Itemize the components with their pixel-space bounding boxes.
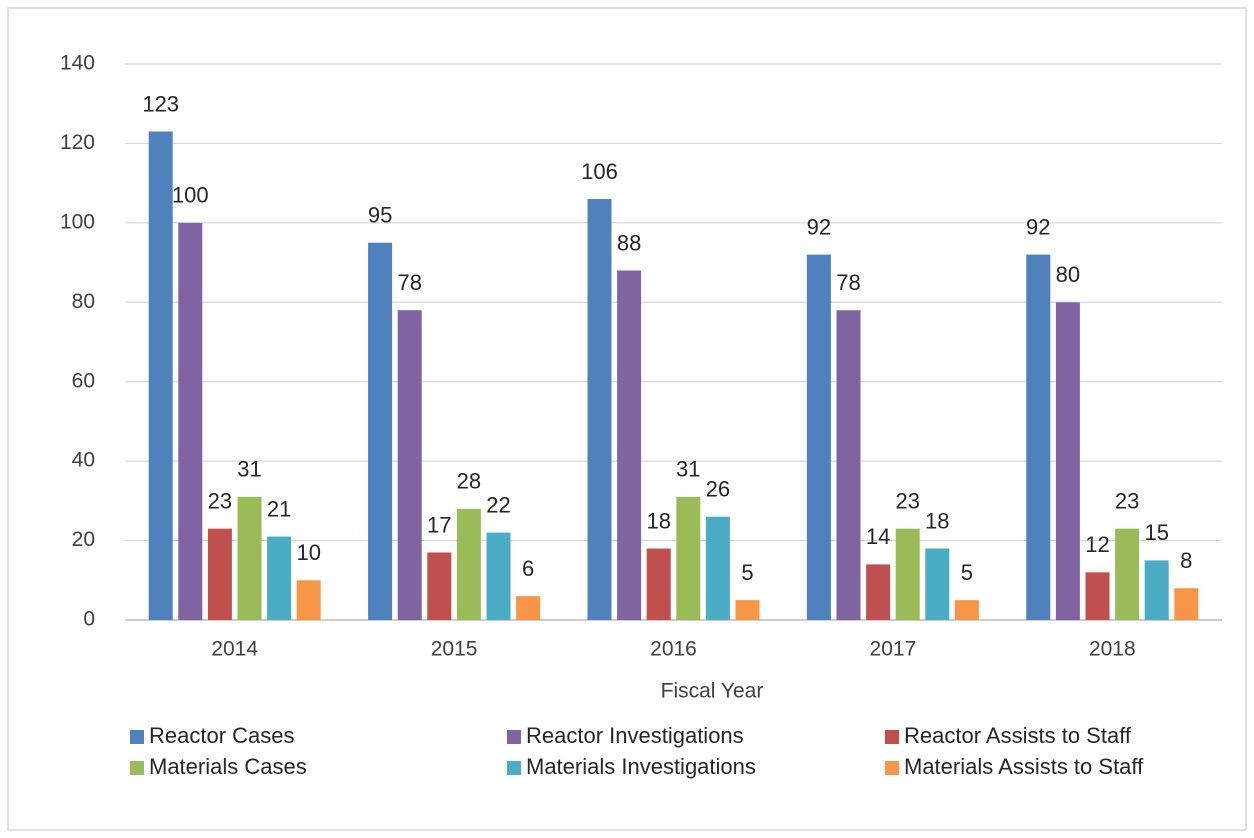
x-axis-title: Fiscal Year [661, 680, 764, 703]
y-tick-label: 100 [60, 210, 95, 233]
y-tick-label: 20 [72, 528, 95, 551]
bar [1026, 254, 1051, 620]
legend-label: Materials Cases [149, 754, 307, 779]
bar [1085, 572, 1110, 620]
bar [516, 596, 541, 620]
y-tick-label: 0 [83, 608, 95, 631]
bar [296, 580, 321, 620]
bar [237, 496, 262, 620]
bar [954, 600, 979, 620]
bar [705, 516, 730, 620]
value-label: 100 [172, 183, 209, 208]
value-label: 22 [486, 492, 510, 517]
value-label: 12 [1085, 532, 1109, 557]
y-tick-label: 80 [72, 290, 95, 313]
legend-label: Materials Investigations [526, 754, 756, 779]
value-label: 80 [1056, 262, 1080, 287]
value-label: 106 [581, 159, 618, 184]
bar [617, 270, 642, 620]
legend-marker [130, 761, 144, 775]
bar [1115, 528, 1140, 620]
legend-marker [885, 730, 899, 744]
value-label: 28 [457, 469, 481, 494]
value-label: 21 [267, 496, 291, 521]
bar [735, 600, 760, 620]
value-label: 18 [646, 508, 670, 533]
x-tick-label: 2015 [431, 638, 478, 661]
value-label: 88 [617, 230, 641, 255]
bar [148, 131, 173, 620]
bar [895, 528, 920, 620]
bar [925, 548, 950, 620]
y-tick-label: 120 [60, 131, 95, 154]
legend-marker [130, 730, 144, 744]
value-label: 23 [1115, 488, 1139, 513]
bar [806, 254, 831, 620]
value-label: 8 [1180, 548, 1192, 573]
x-tick-label: 2016 [650, 638, 697, 661]
value-label: 5 [961, 560, 973, 585]
value-label: 6 [522, 556, 534, 581]
value-label: 92 [1026, 214, 1050, 239]
value-label: 123 [142, 91, 179, 116]
value-label: 23 [895, 488, 919, 513]
value-label: 31 [676, 457, 700, 482]
value-label: 17 [427, 512, 451, 537]
bar [456, 508, 481, 620]
x-tick-label: 2018 [1089, 638, 1136, 661]
bar [646, 548, 671, 620]
bar [397, 310, 422, 620]
bar [587, 199, 612, 620]
value-label: 10 [296, 540, 320, 565]
bar [267, 536, 292, 620]
bar [676, 496, 701, 620]
bar [1144, 560, 1169, 620]
bar [207, 528, 232, 620]
bar [866, 564, 891, 620]
value-label: 26 [706, 477, 730, 502]
value-label: 15 [1144, 520, 1168, 545]
value-label: 95 [368, 203, 392, 228]
value-label: 14 [866, 524, 890, 549]
legend-label: Reactor Assists to Staff [904, 723, 1132, 748]
bar [1055, 302, 1080, 620]
value-label: 78 [397, 270, 421, 295]
bar [178, 222, 203, 620]
value-label: 23 [208, 488, 232, 513]
value-label: 78 [836, 270, 860, 295]
legend-marker [885, 761, 899, 775]
value-label: 18 [925, 508, 949, 533]
bar [368, 242, 393, 620]
value-label: 92 [807, 214, 831, 239]
y-tick-label: 140 [60, 52, 95, 75]
x-tick-label: 2017 [870, 638, 917, 661]
legend-label: Materials Assists to Staff [904, 754, 1144, 779]
y-tick-label: 60 [72, 369, 95, 392]
bar [427, 552, 452, 620]
legend-label: Reactor Investigations [526, 723, 744, 748]
value-label: 5 [741, 560, 753, 585]
bar [486, 532, 511, 620]
legend-label: Reactor Cases [149, 723, 295, 748]
value-label: 31 [237, 457, 261, 482]
y-tick-label: 40 [72, 449, 95, 472]
bar [836, 310, 861, 620]
legend-marker [507, 761, 521, 775]
legend-marker [507, 730, 521, 744]
x-tick-label: 2014 [211, 638, 258, 661]
bar [1174, 588, 1199, 620]
